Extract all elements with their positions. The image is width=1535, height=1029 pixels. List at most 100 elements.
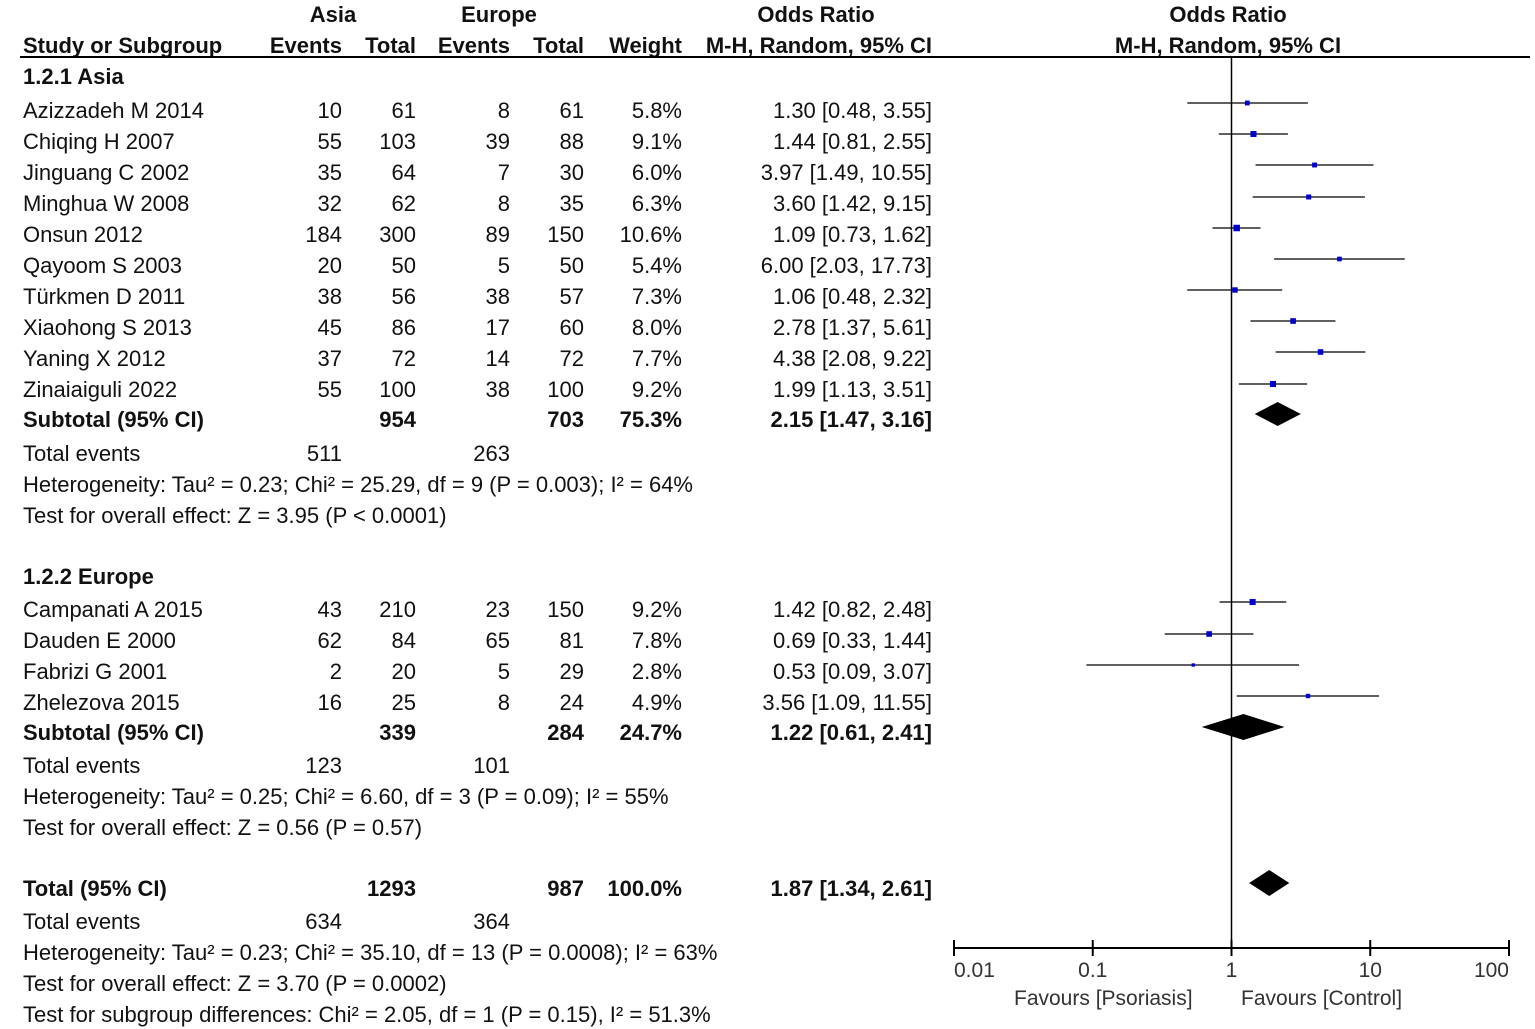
events1: 10 <box>317 98 342 123</box>
weight: 2.8% <box>631 659 682 684</box>
events1: 20 <box>317 253 342 278</box>
weight: 9.2% <box>631 377 682 402</box>
odds-ratio-ci: 1.09 [0.73, 1.62] <box>772 222 932 247</box>
heterogeneity-text: Heterogeneity: Tau² = 0.23; Chi² = 35.10… <box>23 940 718 965</box>
total2: 81 <box>559 628 584 653</box>
study-point-marker <box>1206 631 1212 637</box>
subtotal-ci: 1.22 [0.61, 2.41] <box>770 720 932 745</box>
overall-effect-text: Test for overall effect: Z = 0.56 (P = 0… <box>23 815 423 840</box>
subtotal-total1: 954 <box>379 407 416 432</box>
total1: 84 <box>391 628 416 653</box>
x-axis-tick-label: 100 <box>1474 959 1509 982</box>
study-name: Campanati A 2015 <box>23 597 203 622</box>
total2-header: Total <box>533 33 584 58</box>
weight: 4.9% <box>631 690 682 715</box>
study-name: Fabrizi G 2001 <box>23 659 168 684</box>
total-ci: 1.87 [1.34, 2.61] <box>770 876 932 901</box>
group1-header: Asia <box>309 2 357 27</box>
total1: 25 <box>391 690 416 715</box>
total1: 50 <box>391 253 416 278</box>
overall-effect-text: Test for overall effect: Z = 3.70 (P = 0… <box>23 971 447 996</box>
subgroup-differences-text: Test for subgroup differences: Chi² = 2.… <box>23 1002 711 1027</box>
weight: 6.0% <box>631 160 682 185</box>
odds-ratio-ci: 1.30 [0.48, 3.55] <box>772 98 932 123</box>
subtotal-ci: 2.15 [1.47, 3.16] <box>770 407 932 432</box>
study-point-marker <box>1290 318 1296 324</box>
study-column-header: Study or Subgroup <box>23 33 223 58</box>
events1: 184 <box>305 222 342 247</box>
pooled-estimate-diamond <box>1201 714 1285 740</box>
x-axis-tick-label: 0.01 <box>954 959 995 982</box>
total1-header: Total <box>365 33 416 58</box>
total-events-label: Total events <box>23 753 141 778</box>
odds-ratio-ci: 0.53 [0.09, 3.07] <box>772 659 932 684</box>
events2: 23 <box>485 597 510 622</box>
odds-ratio-ci: 2.78 [1.37, 5.61] <box>772 315 932 340</box>
odds-ratio-ci: 3.56 [1.09, 11.55] <box>762 690 932 715</box>
events1: 16 <box>317 690 342 715</box>
study-name: Azizzadeh M 2014 <box>23 98 204 123</box>
study-point-marker <box>1317 349 1324 355</box>
events2: 8 <box>497 98 510 123</box>
total1: 62 <box>391 191 416 216</box>
events1: 43 <box>317 597 342 622</box>
subtotal-total2: 284 <box>547 720 584 745</box>
odds-ratio-ci: 6.00 [2.03, 17.73] <box>760 253 932 278</box>
odds-ratio-ci: 1.06 [0.48, 2.32] <box>772 284 932 309</box>
study-point-marker <box>1249 598 1256 606</box>
weight: 5.4% <box>631 253 682 278</box>
weight: 9.2% <box>631 597 682 622</box>
total-events2: 101 <box>473 753 510 778</box>
events2: 17 <box>485 315 510 340</box>
subgroup-title: 1.2.1 Asia <box>23 64 124 89</box>
odds-ratio-ci: 1.42 [0.82, 2.48] <box>772 597 932 622</box>
total-weight: 100.0% <box>607 876 682 901</box>
heterogeneity-text: Heterogeneity: Tau² = 0.25; Chi² = 6.60,… <box>23 784 669 809</box>
study-name: Minghua W 2008 <box>23 191 190 216</box>
subtotal-weight: 24.7% <box>619 720 682 745</box>
study-point-marker <box>1312 162 1318 168</box>
total1: 86 <box>391 315 416 340</box>
odds-ratio-ci: 4.38 [2.08, 9.22] <box>772 346 932 371</box>
events2: 14 <box>485 346 510 371</box>
total-events1: 511 <box>306 441 342 466</box>
x-axis-tick-label: 0.1 <box>1078 959 1107 982</box>
overall-effect-text: Test for overall effect: Z = 3.95 (P < 0… <box>23 503 447 528</box>
total-total2: 987 <box>547 876 584 901</box>
total-events2: 364 <box>473 909 510 934</box>
study-name: Qayoom S 2003 <box>23 253 182 278</box>
plot-title: Odds Ratio <box>1169 2 1287 27</box>
total1: 103 <box>379 129 416 154</box>
odds-ratio-ci: 1.44 [0.81, 2.55] <box>772 129 932 154</box>
total1: 100 <box>379 377 416 402</box>
total1: 56 <box>391 284 416 309</box>
total2: 30 <box>559 160 584 185</box>
method-header: M-H, Random, 95% CI <box>705 33 932 58</box>
events1: 55 <box>317 377 342 402</box>
total2: 88 <box>559 129 584 154</box>
plot-method-header: M-H, Random, 95% CI <box>1114 33 1342 58</box>
total1: 20 <box>391 659 416 684</box>
total2: 61 <box>559 98 584 123</box>
study-name: Zinaiaiguli 2022 <box>23 377 178 402</box>
total-events2: 263 <box>473 441 510 466</box>
subtotal-weight: 75.3% <box>619 407 682 432</box>
total-label: Total (95% CI) <box>23 876 167 901</box>
total1: 61 <box>391 98 416 123</box>
events1: 35 <box>317 160 342 185</box>
total2: 150 <box>547 597 584 622</box>
subtotal-label: Subtotal (95% CI) <box>23 720 204 745</box>
odds-ratio-ci: 1.99 [1.13, 3.51] <box>772 377 932 402</box>
total-events-label: Total events <box>23 441 141 466</box>
events1: 62 <box>317 628 342 653</box>
weight: 7.7% <box>631 346 682 371</box>
events1: 55 <box>317 129 342 154</box>
group2-header: Europe <box>461 2 537 27</box>
events2: 65 <box>485 628 510 653</box>
pooled-estimate-diamond <box>1249 870 1290 896</box>
study-name: Türkmen D 2011 <box>23 284 186 309</box>
total-events1: 634 <box>305 909 342 934</box>
total2: 150 <box>547 222 584 247</box>
